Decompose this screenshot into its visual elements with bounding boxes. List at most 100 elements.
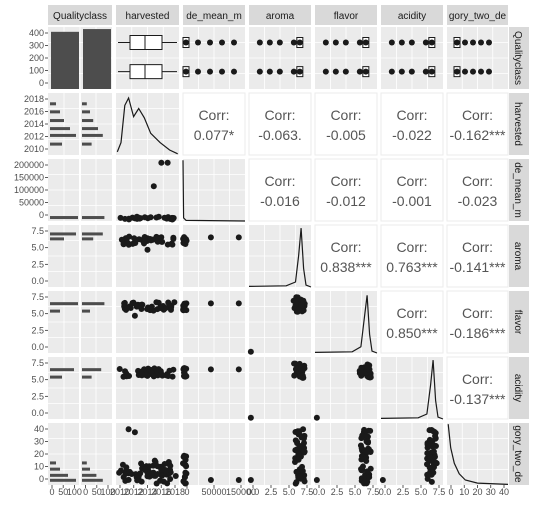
row-strip-altitude: [509, 159, 529, 221]
histogram-bar: [50, 478, 76, 482]
scatter-point: [207, 477, 214, 484]
x-tick-label: 0: [83, 487, 88, 497]
histogram-bar: [82, 478, 103, 482]
corr-label: Corr:: [462, 173, 493, 189]
histogram-bar: [50, 102, 56, 106]
outlier-point: [256, 68, 263, 75]
scatter-point: [169, 216, 176, 223]
corr-panel-flavor-category_two: [446, 290, 509, 354]
outlier-point: [332, 68, 339, 75]
x-tick-label: 0: [49, 487, 54, 497]
outlier-point: [428, 39, 435, 46]
scatter-point: [137, 470, 144, 477]
corr-value: -0.016: [260, 193, 300, 209]
corr-panel-harvested-category_two: [446, 92, 509, 156]
x-tick-label: 7.5: [301, 487, 314, 497]
outlier-point: [231, 39, 237, 46]
outlier-point: [256, 39, 263, 46]
scatter-point: [433, 460, 440, 467]
corr-value: -0.141***: [449, 259, 506, 275]
scatter-point: [367, 427, 374, 434]
x-tick-label: 150000: [226, 487, 256, 497]
scatter-point: [168, 240, 175, 247]
scatter-point: [300, 426, 307, 433]
scatter-point: [126, 468, 133, 475]
outlier-point: [342, 39, 349, 46]
scatter-point: [424, 461, 431, 468]
outlier-point: [362, 68, 369, 75]
corr-label: Corr:: [462, 239, 493, 255]
scatter-point: [125, 426, 132, 433]
scatter-point: [172, 472, 179, 479]
scatter-point: [180, 478, 187, 485]
scatter-point: [162, 467, 169, 474]
scatter-point: [133, 213, 140, 220]
y-tick-label: 2012: [24, 132, 44, 142]
scatter-point: [295, 451, 302, 458]
histogram-bar: [50, 127, 70, 131]
histogram-bar: [50, 473, 68, 477]
histogram-bar: [82, 110, 90, 114]
scatter-point: [150, 183, 157, 190]
scatter-point: [207, 300, 214, 307]
scatter-point: [291, 360, 298, 367]
scatter-point: [431, 442, 438, 449]
y-tick-label: 40: [34, 424, 44, 434]
density-curve: [447, 424, 509, 485]
scatter-point: [293, 366, 300, 373]
outlier-point: [462, 39, 468, 46]
histogram-bar: [82, 133, 103, 137]
scatter-point: [292, 447, 299, 454]
outlier-point: [207, 68, 213, 75]
scatter-point: [363, 454, 370, 461]
scatter-point: [148, 471, 155, 478]
density-curve: [182, 160, 246, 222]
outlier-point: [388, 39, 395, 46]
scatter-point: [367, 465, 374, 472]
column-strip-altitude: [183, 5, 245, 25]
y-tick-label: 0: [39, 210, 44, 220]
y-tick-label: 0.0: [31, 276, 44, 286]
histogram-bar: [82, 309, 90, 313]
density-curve: [380, 360, 444, 420]
scatter-point: [131, 429, 138, 436]
column-strip-label-aroma: aroma: [266, 11, 295, 22]
scatter-point: [296, 373, 303, 380]
column-strip-harvested: [116, 5, 179, 25]
density-curve: [116, 96, 178, 155]
x-tick-label: 2.5: [397, 487, 410, 497]
corr-panel-altitude-acidity: [380, 158, 444, 222]
corr-panel-harvested-flavor: [314, 92, 378, 156]
scatter-point: [235, 366, 242, 373]
y-tick-label: 50000: [19, 198, 44, 208]
x-tick-label: 2.5: [265, 487, 278, 497]
scatter-point: [116, 469, 123, 476]
outlier-point: [470, 68, 476, 75]
y-tick-label: 2.5: [31, 259, 44, 269]
histogram-bar: [82, 473, 97, 477]
outlier-point: [195, 39, 201, 46]
y-tick-label: 300: [29, 41, 44, 51]
column-strip-label-acidity: acidity: [398, 11, 426, 22]
scatter-point: [162, 305, 169, 312]
corr-panel-harvested-altitude: [182, 92, 246, 156]
corr-label: Corr:: [462, 107, 493, 123]
outlier-point: [428, 68, 435, 75]
y-tick-label: 7.5: [31, 358, 44, 368]
scatter-point: [141, 236, 148, 243]
y-tick-label: 2018: [24, 94, 44, 104]
scatter-point: [182, 302, 189, 309]
scatter-point: [300, 297, 307, 304]
scatter-point: [291, 372, 298, 379]
outlier-point: [362, 39, 369, 46]
x-tick-label: 40: [499, 487, 509, 497]
outlier-point: [422, 39, 429, 46]
x-tick-label: 2018: [165, 487, 185, 497]
scatter-point: [116, 366, 123, 373]
x-tick-label: 0.0: [247, 487, 260, 497]
row-strip-label-flavor: flavor: [512, 310, 523, 335]
outlier-point: [486, 39, 492, 46]
scatter-point: [301, 478, 308, 485]
row-strip-Qualityclass: [509, 27, 529, 89]
